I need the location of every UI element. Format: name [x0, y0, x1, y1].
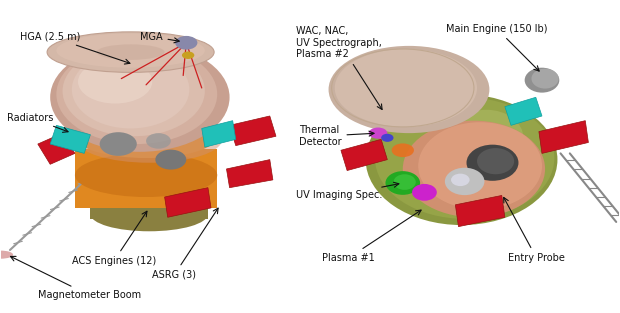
Text: UV Imaging Spec.: UV Imaging Spec. — [296, 182, 399, 200]
Ellipse shape — [369, 127, 388, 139]
Text: ACS Engines (12): ACS Engines (12) — [72, 211, 156, 266]
Ellipse shape — [392, 143, 414, 157]
Ellipse shape — [466, 145, 518, 181]
Bar — [91, 191, 208, 219]
Ellipse shape — [50, 43, 229, 152]
Ellipse shape — [451, 174, 469, 186]
Ellipse shape — [63, 46, 205, 136]
Polygon shape — [539, 121, 588, 153]
Ellipse shape — [100, 132, 137, 156]
Text: Magnetometer Boom: Magnetometer Boom — [11, 256, 141, 300]
Ellipse shape — [78, 60, 153, 104]
Ellipse shape — [403, 121, 545, 217]
Ellipse shape — [394, 174, 416, 190]
Polygon shape — [202, 121, 236, 147]
Ellipse shape — [335, 49, 477, 127]
Ellipse shape — [97, 44, 165, 60]
Polygon shape — [165, 188, 211, 217]
Ellipse shape — [329, 46, 489, 133]
Polygon shape — [38, 133, 75, 164]
Ellipse shape — [182, 51, 194, 59]
Ellipse shape — [156, 150, 186, 170]
Text: Entry Probe: Entry Probe — [503, 198, 565, 263]
Ellipse shape — [47, 32, 214, 72]
Text: ASRG (3): ASRG (3) — [153, 208, 218, 280]
Text: Radiators: Radiators — [7, 113, 68, 132]
Text: Plasma #1: Plasma #1 — [322, 210, 421, 263]
Text: Main Engine (150 lb): Main Engine (150 lb) — [446, 24, 547, 71]
Ellipse shape — [91, 174, 208, 208]
Polygon shape — [341, 139, 388, 171]
Ellipse shape — [525, 68, 559, 93]
Polygon shape — [505, 97, 542, 125]
Ellipse shape — [531, 69, 559, 89]
Polygon shape — [229, 116, 276, 146]
Ellipse shape — [72, 51, 189, 128]
Ellipse shape — [386, 171, 420, 195]
Ellipse shape — [56, 33, 205, 68]
Ellipse shape — [75, 115, 217, 158]
Ellipse shape — [175, 36, 197, 50]
Ellipse shape — [412, 184, 437, 201]
Text: MGA: MGA — [140, 32, 179, 43]
Ellipse shape — [76, 116, 222, 163]
Ellipse shape — [75, 153, 217, 197]
Polygon shape — [50, 125, 91, 153]
Ellipse shape — [445, 168, 484, 195]
Polygon shape — [226, 160, 273, 188]
Ellipse shape — [375, 97, 554, 219]
Text: Thermal
Detector: Thermal Detector — [299, 126, 374, 147]
Ellipse shape — [366, 94, 557, 225]
Ellipse shape — [477, 148, 514, 174]
Text: HGA (2.5 m): HGA (2.5 m) — [20, 32, 130, 64]
Ellipse shape — [418, 122, 542, 209]
Ellipse shape — [91, 197, 208, 231]
Ellipse shape — [0, 251, 13, 259]
Bar — [75, 149, 217, 208]
Ellipse shape — [381, 134, 394, 142]
Text: WAC, NAC,
UV Spectrograph,
Plasma #2: WAC, NAC, UV Spectrograph, Plasma #2 — [296, 26, 383, 110]
Ellipse shape — [146, 133, 171, 149]
Ellipse shape — [56, 44, 217, 144]
Polygon shape — [455, 195, 505, 227]
Ellipse shape — [449, 110, 523, 166]
